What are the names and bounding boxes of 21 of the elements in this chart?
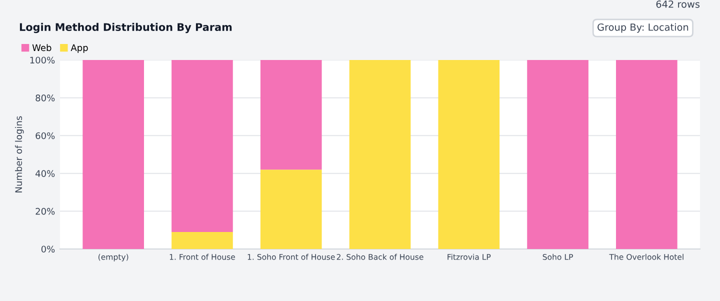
y-tick-label: 100% — [30, 56, 55, 64]
bar — [349, 60, 411, 249]
text: Group By: Location — [598, 23, 688, 33]
bar — [616, 60, 678, 249]
bar — [260, 60, 322, 170]
chart-title: Login Method Distribution By Param — [20, 22, 232, 34]
y-tick-label: 80% — [36, 94, 55, 102]
y-axis-title: Number of logins — [15, 116, 24, 192]
bar — [172, 232, 233, 249]
legend-label: Web — [32, 44, 52, 52]
bar — [527, 60, 588, 249]
text: 642 rows — [656, 0, 700, 8]
bar — [438, 60, 500, 249]
y-tick-label: 20% — [36, 208, 55, 215]
y-tick-label: 40% — [36, 170, 55, 177]
bar — [260, 170, 322, 249]
bar — [82, 60, 144, 249]
y-tick-label: 0% — [41, 246, 55, 253]
legend-label: App — [70, 44, 88, 53]
y-tick-label: 60% — [36, 132, 55, 140]
bar — [172, 60, 233, 232]
